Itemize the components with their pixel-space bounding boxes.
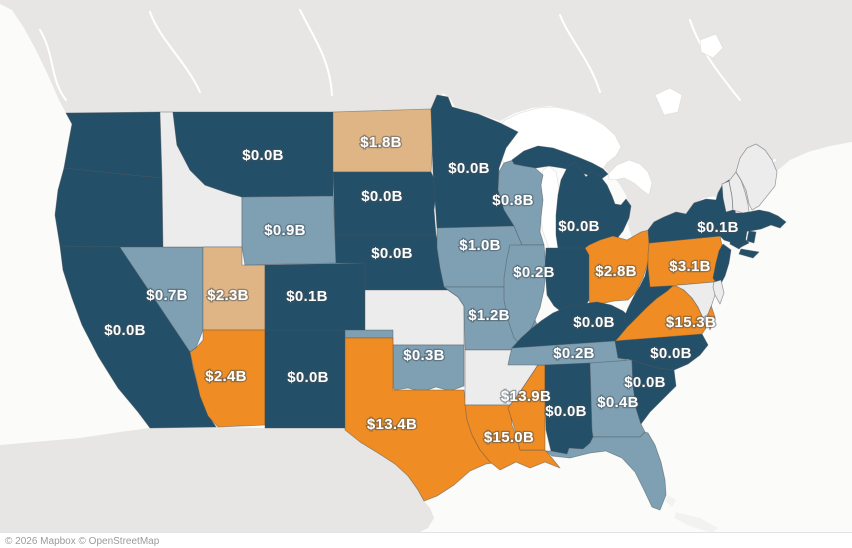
state-ME[interactable] [735,143,778,211]
state-value-label-MT: $0.0B [242,147,284,164]
river-line [39,29,67,101]
shallow-water [665,495,676,507]
state-value-label-SD: $0.0B [361,188,403,205]
state-value-label-CO: $0.1B [286,288,328,305]
state-NC[interactable] [614,333,709,371]
foreign-land-mexico [0,427,434,533]
state-value-label-WI: $0.8B [492,192,534,209]
state-value-label-SC: $0.0B [624,374,666,391]
state-value-label-MI: $0.0B [558,218,600,235]
state-value-label-GA: $0.4B [597,394,639,411]
state-ND[interactable] [332,108,434,173]
shallow-water [674,512,718,533]
state-value-label-TX: $13.4B [367,416,417,433]
river-line [149,11,201,93]
state-value-label-OK: $0.3B [403,347,445,364]
state-value-label-IA: $1.0B [459,237,501,254]
state-DE[interactable] [712,279,725,305]
map-canvas: $0.0B $0.7B $2.3B $2.4B $0.0B $0.9B $0.1B $0.0B… [0,0,852,533]
state-MA[interactable] [731,209,787,233]
attribution-bar: © 2026 Mapbox © OpenStreetMap [0,532,852,548]
state-value-label-NC: $0.0B [650,345,692,362]
state-MS[interactable] [507,364,546,451]
canada-lake [699,33,724,59]
state-value-label-NE: $0.0B [371,245,413,262]
state-NY[interactable] [738,248,760,259]
state-CT[interactable] [729,230,748,250]
state-value-label-AZ: $2.4B [205,368,247,385]
state-value-label-LA: $15.0B [484,429,534,446]
state-OR[interactable] [54,167,164,248]
state-value-label-CA: $0.0B [104,322,146,339]
state-value-label-MO: $1.2B [468,307,510,324]
state-value-label-MS: $13.9B [501,388,551,405]
state-value-label-NM: $0.0B [287,369,329,386]
state-value-label-MN: $0.0B [448,160,490,177]
state-value-label-ND: $1.8B [360,134,402,151]
state-value-label-AL: $0.0B [545,403,587,420]
state-value-label-KY: $0.0B [573,314,615,331]
lake-huron [607,159,653,196]
state-value-label-NY: $0.1B [697,219,739,236]
map-attribution[interactable]: © 2026 Mapbox © OpenStreetMap [5,536,160,547]
state-MI[interactable] [511,145,609,181]
canada-lake [654,87,683,116]
river-line [689,19,741,101]
state-value-label-TN: $0.2B [553,345,595,362]
foreign-land-baja [147,432,181,494]
state-value-label-IL: $0.2B [513,264,555,281]
state-value-label-WY: $0.9B [264,222,306,239]
river-line [299,9,333,96]
state-FL[interactable] [545,431,667,511]
state-value-label-OH: $2.8B [595,263,637,280]
river-line [559,14,601,93]
state-WI[interactable] [497,157,545,246]
state-value-label-PA: $3.1B [669,258,711,275]
state-value-label-NV: $0.7B [146,287,188,304]
state-WA[interactable] [63,111,163,179]
state-value-label-UT: $2.3B [207,287,249,304]
state-value-label-VA: $15.3B [666,314,716,331]
state-RI[interactable] [746,230,757,244]
